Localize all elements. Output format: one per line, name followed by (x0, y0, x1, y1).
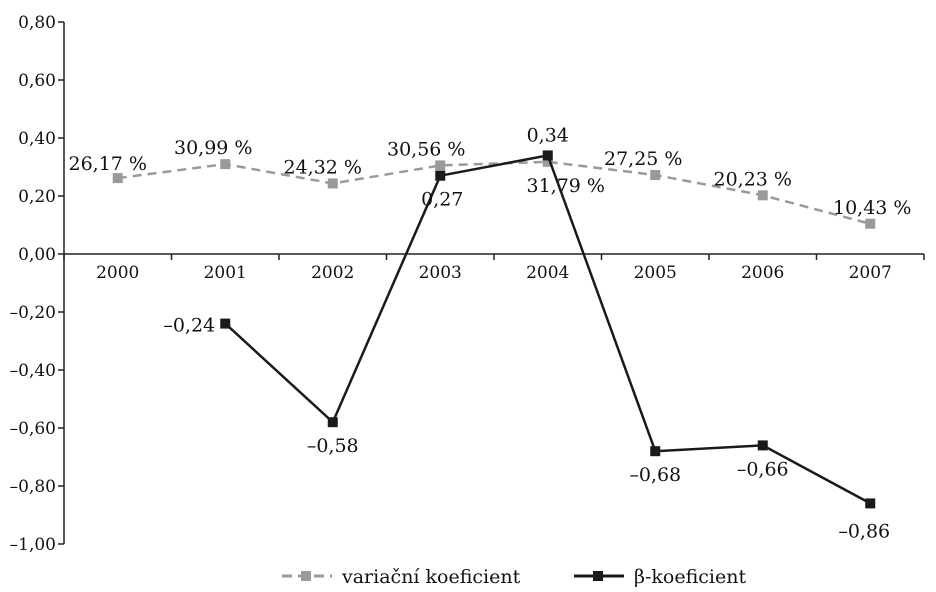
series-0-data-label: 30,56 % (387, 138, 466, 160)
series-1-data-label: –0,24 (163, 315, 215, 337)
series-1-point (542, 150, 553, 161)
x-tick-label: 2006 (741, 263, 784, 283)
series-layer (112, 150, 876, 509)
series-1-data-label: –0,68 (629, 464, 681, 486)
series-0-point (220, 159, 231, 170)
series-1-data-label: 0,34 (527, 124, 569, 146)
series-0-data-label: 27,25 % (604, 148, 683, 170)
series-1-data-label: 0,27 (421, 189, 463, 211)
series-line-0 (117, 160, 871, 226)
y-tick-label: –0,80 (10, 477, 56, 497)
series-1-point (220, 318, 231, 329)
series-1-point (865, 498, 876, 509)
x-tick-label: 2000 (96, 263, 139, 283)
y-tick-label: –0,60 (10, 419, 56, 439)
series-1-point (435, 170, 446, 181)
series-0-point (542, 156, 553, 167)
series-1-point (327, 417, 338, 428)
series-0-data-label: 20,23 % (714, 168, 793, 190)
series-1-data-label: –0,66 (737, 458, 789, 480)
series-0-point (650, 169, 661, 180)
legend-swatch-beta-marker (593, 571, 603, 581)
series-0-point (435, 160, 446, 171)
axes: 0,80 0,60 0,40 0,20 0,00 –0,20 –0,40 –0,60 –0,80… (10, 13, 925, 555)
series-0-point (865, 218, 876, 229)
series-0-data-label: 31,79 % (527, 175, 606, 197)
x-tick-label: 2001 (204, 263, 247, 283)
legend-label-variacni: variační koeficient (341, 566, 521, 588)
series-0-point (327, 178, 338, 189)
x-tick-label: 2007 (849, 263, 892, 283)
data-labels: 26,17 % 30,99 % 24,32 % 30,56 % 31,79 % 27,25… (69, 124, 912, 542)
y-tick-label: –0,40 (10, 361, 56, 381)
series-0-data-label: 30,99 % (174, 137, 253, 159)
y-tick-label: 0,00 (18, 245, 56, 265)
x-tick-label: 2003 (419, 263, 462, 283)
series-1-data-label: –0,58 (307, 435, 359, 457)
x-tick-label: 2004 (526, 263, 569, 283)
legend-label-beta: β-koeficient (634, 566, 746, 588)
series-1-point (650, 446, 661, 457)
legend-swatch-variacni-marker (301, 571, 311, 581)
series-0-point (112, 173, 123, 184)
series-0-data-label: 10,43 % (833, 197, 912, 219)
y-tick-label: 0,40 (18, 129, 56, 149)
x-tick-label: 2005 (634, 263, 677, 283)
series-1-data-label: –0,86 (838, 520, 890, 542)
legend: variační koeficient β-koeficient (282, 566, 746, 588)
series-0-data-label: 26,17 % (69, 153, 148, 175)
series-0-data-label: 24,32 % (284, 156, 363, 178)
y-tick-label: –0,20 (10, 303, 56, 323)
y-tick-label: 0,20 (18, 187, 56, 207)
y-tick-label: –1,00 (10, 535, 56, 555)
x-tick-label: 2002 (311, 263, 354, 283)
y-tick-label: 0,60 (18, 71, 56, 91)
series-1-point (757, 440, 768, 451)
series-0-point (757, 190, 768, 201)
y-tick-label: 0,80 (18, 13, 56, 33)
